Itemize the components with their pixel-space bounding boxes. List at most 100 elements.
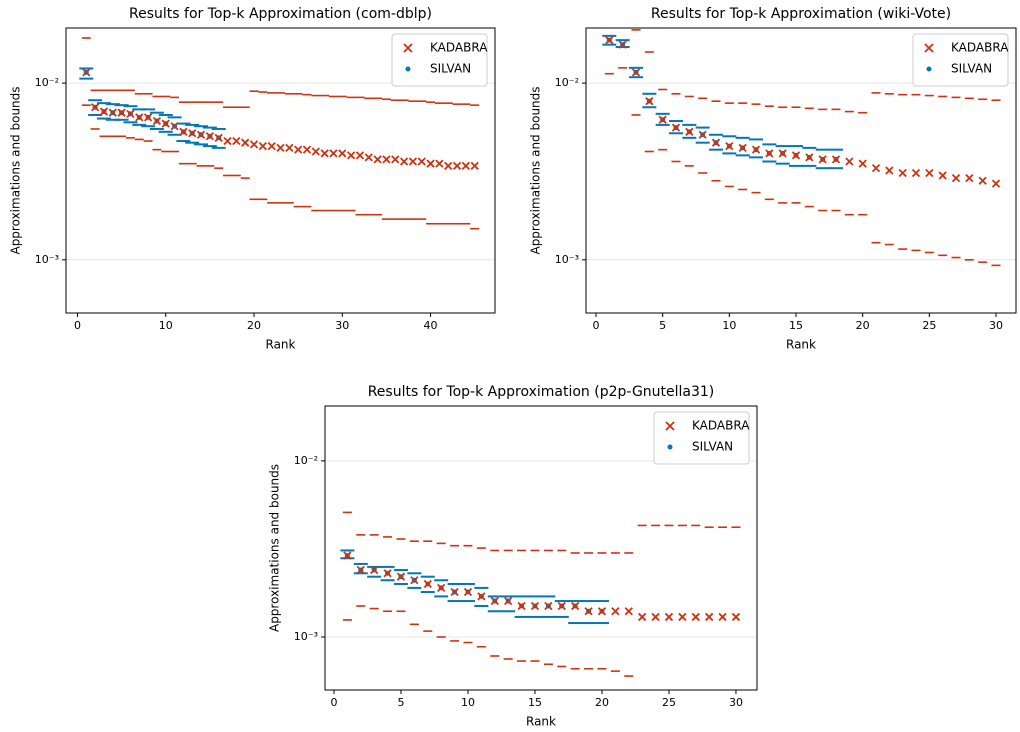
point-x [343, 551, 352, 560]
chart: 10⁻³ 10⁻² 0 5 10 15 20 25 30 Results for Top-k Ap… [529, 6, 1017, 352]
point-x [925, 168, 934, 178]
point-x [871, 164, 881, 173]
plot-area [340, 511, 741, 677]
x-tick-label: 10 [722, 319, 736, 332]
point-x [618, 40, 627, 49]
x-tick-label: 30 [729, 696, 743, 709]
legend-box [653, 411, 750, 465]
point-x [738, 143, 747, 152]
x-tick-label: 25 [662, 696, 676, 709]
point-x [658, 115, 667, 124]
point-x [624, 607, 633, 616]
y-axis-label: Approximations and bounds [529, 86, 543, 254]
legend-marker [403, 43, 413, 53]
axes-frame [324, 405, 758, 691]
point-x [152, 116, 162, 126]
point-x [82, 68, 91, 77]
point-x [117, 108, 126, 117]
point-x [99, 107, 109, 116]
point-x [410, 576, 419, 585]
point-x [557, 601, 566, 611]
x-tick-label: 20 [595, 696, 609, 709]
point-x [651, 612, 660, 622]
point-x [188, 129, 197, 138]
point-x [544, 601, 553, 611]
point-x [490, 596, 499, 606]
point-x [584, 607, 593, 616]
point-x [214, 133, 223, 142]
chart-title: Results for Top-k Approximation (com-dbl… [129, 6, 432, 22]
point-x [320, 149, 329, 158]
point-x [691, 612, 700, 622]
x-tick-label: 40 [424, 319, 438, 332]
point-x [805, 153, 814, 162]
point-x [470, 161, 479, 171]
point-x [426, 159, 435, 168]
x-tick-label: 25 [922, 319, 936, 332]
point-x [725, 141, 734, 151]
point-x [285, 143, 294, 152]
x-tick-label: 10 [461, 696, 475, 709]
point-x [382, 155, 391, 164]
point-x [346, 151, 356, 160]
y-tick-label: 10⁻² [555, 76, 579, 89]
point-x [267, 141, 276, 151]
point-x [373, 155, 382, 164]
point-x [678, 612, 687, 622]
point-x [504, 596, 513, 606]
point-x [391, 155, 400, 164]
x-tick-label: 10 [159, 319, 173, 332]
point-x [898, 168, 907, 178]
legend-marker [405, 66, 411, 72]
chart-title: Results for Top-k Approximation (p2p-Gnu… [368, 384, 715, 400]
x-axis-label: Rank [526, 715, 556, 729]
point-x [399, 157, 409, 166]
point-x [108, 108, 117, 117]
point-x [135, 113, 144, 122]
point-x [461, 161, 471, 171]
point-x [831, 155, 841, 164]
y-axis-label: Approximations and bounds [268, 464, 282, 632]
point-x [791, 151, 801, 160]
legend-label: SILVAN [430, 62, 471, 76]
legend-box [912, 33, 1009, 87]
point-x [383, 569, 392, 578]
point-x [477, 592, 486, 601]
x-tick-label: 0 [74, 319, 81, 332]
point-x [143, 113, 153, 122]
point-x [435, 159, 444, 168]
point-x [965, 173, 974, 183]
x-axis-label: Rank [266, 338, 296, 352]
point-x [718, 612, 727, 622]
point-x [530, 601, 540, 611]
y-tick-label: 10⁻² [35, 76, 59, 89]
point-x [991, 179, 1001, 188]
point-x [571, 601, 580, 611]
point-x [408, 157, 418, 166]
x-tick-label: 5 [397, 696, 404, 709]
point-x [90, 103, 100, 112]
chart: 10⁻³ 10⁻² 0 10 20 30 40 Results for Top-k Appro… [9, 6, 496, 352]
point-x [845, 157, 854, 166]
y-tick-label: 10⁻² [294, 454, 318, 467]
legend-marker [665, 421, 675, 431]
point-x [196, 130, 206, 139]
point-x [978, 176, 987, 185]
legend-marker [667, 444, 673, 450]
point-x [705, 612, 714, 622]
legend-marker [924, 43, 934, 53]
x-axis-label: Rank [786, 338, 816, 352]
x-tick-label: 15 [528, 696, 542, 709]
x-tick-label: 30 [335, 319, 349, 332]
point-x [450, 587, 459, 597]
x-tick-label: 20 [247, 319, 261, 332]
legend-box [391, 33, 488, 87]
legend: KADABRA SILVAN [912, 33, 1009, 87]
point-x [311, 147, 320, 156]
point-x [765, 149, 774, 158]
point-x [645, 97, 654, 106]
point-x [355, 151, 365, 160]
axes-frame [65, 27, 496, 314]
